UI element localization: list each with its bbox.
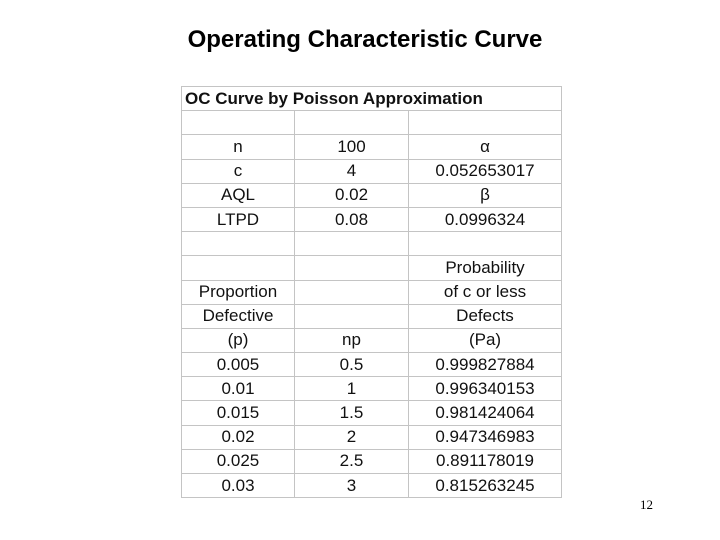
table-row: Proportion of c or less <box>181 279 562 305</box>
table-cell: c <box>181 158 295 184</box>
table-cell: AQL <box>181 182 295 208</box>
table-cell <box>181 231 295 257</box>
table-row: 0.005 0.5 0.999827884 <box>181 352 562 378</box>
table-cell: (p) <box>181 327 295 354</box>
table-cell: 0.02 <box>294 182 409 208</box>
table-cell: of c or less <box>408 279 562 305</box>
table-cell: 0.02 <box>181 424 295 450</box>
table-row: c 4 0.052653017 <box>181 158 562 184</box>
table-cell <box>408 110 562 136</box>
table-row: AQL 0.02 β <box>181 182 562 208</box>
table-row: 0.01 1 0.996340153 <box>181 376 562 402</box>
table-cell: Defects <box>408 303 562 329</box>
table-row: 0.025 2.5 0.891178019 <box>181 448 562 475</box>
table-cell: LTPD <box>181 206 295 233</box>
table-cell: 0.03 <box>181 472 295 499</box>
table-body: OC Curve by Poisson Approximation n 100 α c 4… <box>181 85 562 499</box>
table-row: OC Curve by Poisson Approximation <box>181 85 562 112</box>
table-cell: Probability <box>408 255 562 281</box>
table-cell <box>294 303 409 329</box>
table-cell: n <box>181 134 295 160</box>
table-cell: 4 <box>294 158 409 184</box>
table-row: 0.03 3 0.815263245 <box>181 472 562 499</box>
table-cell: α <box>408 134 562 160</box>
table-row: 0.02 2 0.947346983 <box>181 424 562 450</box>
table-cell: 0.08 <box>294 206 409 233</box>
table-cell: 0.025 <box>181 448 295 475</box>
table-row: 0.015 1.5 0.981424064 <box>181 400 562 426</box>
table-cell: 0.01 <box>181 376 295 402</box>
table-cell <box>181 255 295 281</box>
table-cell: (Pa) <box>408 327 562 354</box>
table-cell: 0.891178019 <box>408 448 562 475</box>
table-cell: 0.015 <box>181 400 295 426</box>
slide-title: Operating Characteristic Curve <box>187 26 543 53</box>
table-cell: 0.996340153 <box>408 376 562 402</box>
table-row: LTPD 0.08 0.0996324 <box>181 206 562 233</box>
table-row: n 100 α <box>181 134 562 160</box>
table-cell <box>294 279 409 305</box>
table-cell: β <box>408 182 562 208</box>
table-cell: 0.0996324 <box>408 206 562 233</box>
table-cell: 100 <box>294 134 409 160</box>
table-cell: 0.947346983 <box>408 424 562 450</box>
table-row: (p) np (Pa) <box>181 327 562 354</box>
table-cell: 2.5 <box>294 448 409 475</box>
page-number: 12 <box>640 497 653 512</box>
table-cell: 0.005 <box>181 352 295 378</box>
table-cell: 0.052653017 <box>408 158 562 184</box>
table-row: Probability <box>181 255 562 281</box>
table-cell: 3 <box>294 472 409 499</box>
table-cell <box>294 110 409 136</box>
table-cell: 0.815263245 <box>408 472 562 499</box>
table-row <box>181 110 562 136</box>
table-cell <box>408 231 562 257</box>
table-cell: 1 <box>294 376 409 402</box>
table-cell <box>294 255 409 281</box>
table-cell: Defective <box>181 303 295 329</box>
table-title: OC Curve by Poisson Approximation <box>181 85 562 112</box>
table-cell: 0.5 <box>294 352 409 378</box>
table-cell <box>294 231 409 257</box>
spreadsheet-table: OC Curve by Poisson Approximation n 100 α c 4… <box>181 85 562 499</box>
table-cell: 2 <box>294 424 409 450</box>
table-cell: 0.999827884 <box>408 352 562 378</box>
table-row <box>181 231 562 257</box>
table-cell: np <box>294 327 409 354</box>
table-cell: Proportion <box>181 279 295 305</box>
table-cell: 0.981424064 <box>408 400 562 426</box>
table-row: Defective Defects <box>181 303 562 329</box>
table-cell: 1.5 <box>294 400 409 426</box>
table-cell <box>181 110 295 136</box>
